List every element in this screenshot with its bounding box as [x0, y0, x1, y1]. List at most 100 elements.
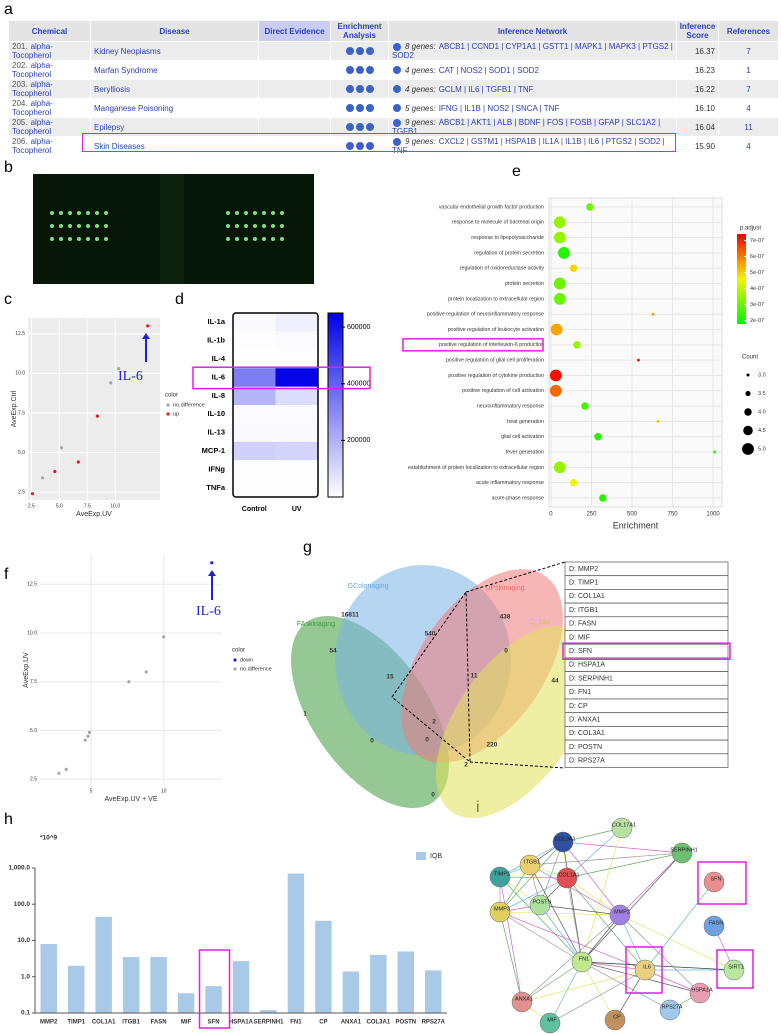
y-tick-label: 1.0	[21, 973, 30, 980]
references-link[interactable]: 11	[744, 122, 753, 132]
disease-link[interactable]: Berylliosis	[94, 84, 131, 94]
chemical-link[interactable]: alpha-Tocopherol	[12, 80, 53, 98]
network-icon[interactable]	[393, 104, 401, 113]
enrichment-icon[interactable]	[365, 47, 374, 56]
x-axis-label: Enrichment	[613, 520, 659, 530]
array-spot	[86, 237, 90, 241]
enrichment-icon[interactable]	[345, 142, 354, 151]
network-node	[703, 915, 725, 937]
network-edge	[499, 876, 568, 879]
gene-list[interactable]: CAT | NOS2 | SOD1 | SOD2	[438, 65, 539, 75]
direct-evidence-cell	[258, 79, 331, 99]
y-tick-label: 12.5	[15, 331, 25, 337]
references-link[interactable]: 7	[746, 84, 751, 94]
enrichment-icon[interactable]	[355, 123, 364, 132]
header-row: Chemical Disease Direct Evidence Enrichment…	[8, 20, 779, 42]
legend-swatch	[233, 658, 237, 662]
network-icon[interactable]	[393, 137, 401, 146]
row-label: IL-1b	[207, 336, 225, 345]
disease-link[interactable]: Manganese Poisoning	[94, 103, 174, 113]
chemical-link[interactable]: alpha-Tocopherol	[12, 137, 53, 155]
venn-count: 540	[425, 631, 436, 638]
array-spot	[68, 237, 72, 241]
y-tick-label: 10.0	[27, 630, 37, 636]
column-header[interactable]: Enrichment Analysis	[330, 20, 389, 42]
x-tick-label: 750	[668, 512, 679, 518]
enrichment-icon[interactable]	[355, 85, 364, 94]
dot	[549, 369, 562, 382]
network-icon[interactable]	[393, 66, 401, 75]
y-tick-label: positive regulation of interleukin-6 pro…	[439, 342, 544, 348]
legend-swatch	[416, 852, 426, 860]
enrichment-icon[interactable]	[365, 66, 374, 75]
enrichment-icon[interactable]	[365, 142, 374, 151]
column-header[interactable]: Chemical	[8, 20, 91, 42]
enrichment-icon[interactable]	[345, 104, 354, 113]
network-edge	[566, 877, 583, 963]
venn-count: 2	[432, 719, 436, 726]
y-tick-label: acute-phase response	[492, 495, 544, 501]
array-spot	[244, 237, 248, 241]
disease-link[interactable]: Marfan Syndrome	[94, 65, 158, 75]
chemical-link[interactable]: alpha-Tocopherol	[12, 61, 53, 79]
chemical-link[interactable]: alpha-Tocopherol	[12, 118, 53, 136]
inference-network-cell: 9 genes: ABCB1 | AKT1 | ALB | BDNF | FOS …	[388, 117, 677, 137]
enrichment-icon[interactable]	[345, 85, 354, 94]
network-edge	[644, 881, 715, 971]
gene-label: D: SFN	[569, 648, 592, 655]
references-link[interactable]: 7	[746, 46, 751, 56]
column-header[interactable]: References	[718, 20, 779, 42]
y-tick-label: positive regulation of glial cell prolif…	[446, 358, 544, 364]
row-number: 206.	[12, 137, 28, 146]
disease-link[interactable]: Skin Diseases	[94, 141, 145, 151]
references-link[interactable]: 4	[746, 103, 751, 113]
gene-list[interactable]: CXCL2 | GSTM1 | HSPA1B | IL1A | IL1B | I…	[392, 137, 665, 155]
references-link[interactable]: 1	[746, 65, 751, 75]
y-tick-label: positive regulation of leukocyte activat…	[448, 327, 544, 333]
disease-link[interactable]: Kidney Neoplasms	[94, 46, 161, 56]
column-header[interactable]: Inference Network	[388, 20, 677, 42]
y-tick-label: response to lipopolysaccharide	[471, 235, 544, 241]
column-header[interactable]: Disease	[90, 20, 259, 42]
column-header[interactable]: Direct Evidence	[258, 20, 331, 42]
dot	[553, 461, 566, 474]
enrichment-icon[interactable]	[345, 66, 354, 75]
point	[40, 476, 45, 480]
enrichment-icon[interactable]	[365, 123, 374, 132]
network-node	[511, 991, 533, 1013]
annotation: IL-6	[118, 369, 143, 384]
enrichment-icon[interactable]	[365, 85, 374, 94]
enrichment-icon[interactable]	[345, 123, 354, 132]
network-node	[723, 959, 745, 981]
highlight-box	[562, 642, 731, 660]
x-tick-label: 10.0	[110, 503, 120, 509]
gene-count: 9 genes:	[405, 137, 436, 146]
venn-count: 1	[303, 711, 307, 718]
network-node	[671, 842, 693, 864]
array-spot	[68, 211, 72, 215]
network-icon[interactable]	[393, 118, 401, 127]
network-icon[interactable]	[393, 42, 401, 51]
table-row: 202. alpha-Tocopherol Marfan Syndrome 4 gen…	[8, 60, 779, 80]
gene-list[interactable]: ABCB1 | CCND1 | CYP1A1 | GSTT1 | MAPK1 |…	[392, 42, 673, 60]
y-tick-label: 10.0	[15, 371, 25, 377]
enrichment-icon[interactable]	[355, 66, 364, 75]
enrichment-icon[interactable]	[345, 47, 354, 56]
disease-link[interactable]: Epilepsy	[94, 122, 125, 132]
references-link[interactable]: 4	[746, 141, 751, 151]
array-spot	[226, 237, 230, 241]
panel-label: d	[175, 291, 184, 308]
gene-list[interactable]: GCLM | IL6 | TGFB1 | TNF	[438, 84, 534, 94]
enrichment-icon[interactable]	[365, 104, 374, 113]
gene-list[interactable]: ABCB1 | AKT1 | ALB | BDNF | FOS | FOSB |…	[392, 118, 661, 136]
direct-evidence-cell	[258, 60, 331, 80]
chemical-link[interactable]: alpha-Tocopherol	[12, 99, 53, 117]
heatmap-cell	[233, 460, 276, 478]
column-header[interactable]: Inference Score	[676, 20, 719, 42]
network-icon[interactable]	[393, 85, 401, 94]
enrichment-icon[interactable]	[355, 47, 364, 56]
chemical-link[interactable]: alpha-Tocopherol	[12, 42, 53, 60]
enrichment-icon[interactable]	[355, 142, 364, 151]
gene-list[interactable]: IFNG | IL1B | NOS2 | SNCA | TNF	[438, 103, 560, 113]
enrichment-icon[interactable]	[355, 104, 364, 113]
